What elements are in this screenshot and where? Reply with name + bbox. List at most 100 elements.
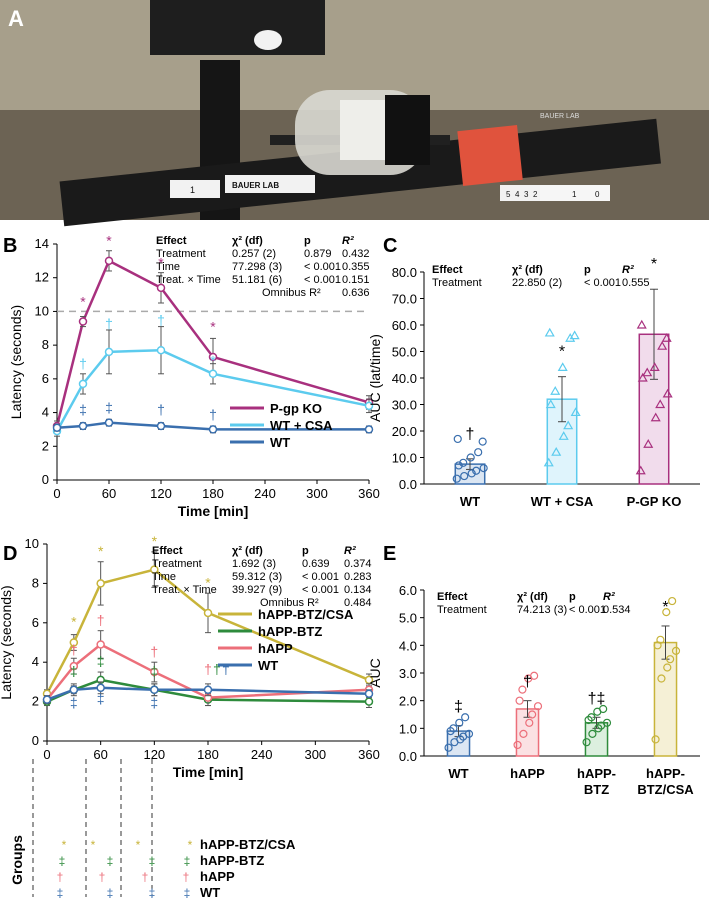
groups-symbol-happ-btz: ‡: [107, 854, 114, 868]
stats-omnibus-value: 0.636: [342, 287, 370, 299]
data-point-wt: [52, 423, 62, 432]
stats-header-1: χ² (df): [517, 591, 548, 603]
data-point-wt: [459, 458, 468, 467]
y-tick-label: 2: [42, 438, 49, 453]
groups-symbol-wt: ‡: [149, 886, 156, 900]
x-tick-label: 120: [143, 747, 165, 762]
groups-symbol-happ: †: [57, 870, 64, 884]
significance-marker: *: [80, 293, 86, 309]
data-point-wt: [156, 421, 166, 431]
data-point-wt-csa: [558, 431, 569, 440]
groups-symbol-happ-btz-csa: *: [62, 838, 67, 852]
chart-b-latency-line: 0 2 4 6 8 10 12 14 0 60 120 180 240 300 360 Time [min] L…: [8, 233, 380, 519]
chart-e-auc-bar: 0.01.02.03.04.05.06.0AUC‡WT†hAPP†‡hAPP-B…: [367, 583, 700, 797]
significance-marker: ‡: [70, 663, 78, 679]
y-tick-label: 2: [32, 694, 39, 709]
significance-marker: ‡: [105, 400, 113, 416]
significance-marker: †: [222, 661, 230, 677]
stats-cell: 51.181 (6): [232, 274, 282, 286]
data-point-wt: [478, 437, 487, 446]
groups-symbol-wt: ‡: [57, 886, 64, 900]
significance-marker: †: [157, 401, 165, 417]
data-point-wt-csa: [104, 347, 114, 357]
stats-cell: < 0.001: [304, 274, 341, 286]
lamp-knob: [254, 30, 282, 50]
y-axis-label: Latency (seconds): [8, 305, 24, 419]
data-point-p-gp-ko: [642, 367, 653, 377]
y-tick-label: 0: [42, 472, 49, 487]
y-tick-label: 20.0: [392, 424, 417, 439]
x-tick-label: 360: [358, 486, 380, 501]
x-tick-label: 300: [304, 747, 326, 762]
stats-header-0: Effect: [152, 545, 183, 557]
x-tick-label: 180: [197, 747, 219, 762]
legend-label-wt: WT: [258, 658, 278, 673]
data-point-happ: [533, 702, 543, 711]
data-point-wt-csa: [208, 369, 218, 379]
y-tick-label: 2.0: [399, 694, 417, 709]
stats-header-0: Effect: [437, 591, 468, 603]
data-point-wt: [364, 425, 374, 434]
photo-num-1: 1: [572, 190, 577, 199]
x-tick-label: 240: [254, 486, 276, 501]
data-point-happ: [150, 667, 159, 677]
significance-marker: ‡: [97, 691, 105, 707]
category-label-happ-btz-csa: BTZ/CSA: [637, 782, 694, 797]
stats-cell: 74.213 (3): [517, 604, 567, 616]
data-point-happ-btz: [364, 697, 374, 706]
groups-symbol-happ: †: [99, 870, 106, 884]
data-point-p-gp-ko: [208, 352, 218, 362]
y-tick-label: 4.0: [399, 638, 417, 653]
stats-header-3: R²: [344, 545, 356, 557]
panel-letter-a: A: [8, 6, 24, 31]
stats-cell: Treatment: [152, 558, 202, 570]
data-point-happ: [513, 740, 522, 750]
stats-header-1: χ² (df): [512, 264, 543, 276]
data-point-happ-btz-csa: [203, 608, 213, 618]
data-point-happ-btz-csa: [657, 674, 666, 683]
groups-label-happ-btz: hAPP-BTZ: [200, 853, 264, 868]
data-point-wt-csa: [557, 362, 568, 371]
photo-num-5: 5: [506, 190, 511, 199]
stats-header-3: R²: [342, 235, 354, 247]
significance-marker: †: [79, 356, 87, 372]
data-point-happ-btz: [599, 704, 608, 714]
stats-cell: 77.298 (3): [232, 261, 282, 273]
stats-header-1: χ² (df): [232, 545, 263, 557]
y-tick-label: 70.0: [392, 292, 417, 307]
series-line-happ-btz-csa: [45, 568, 370, 695]
significance-marker: *: [98, 543, 104, 559]
photo-num-2: 2: [533, 190, 538, 199]
data-point-happ-btz-csa: [656, 635, 665, 644]
photo-tag-back: BAUER LAB: [540, 113, 580, 120]
groups-title: Groups: [9, 835, 25, 885]
data-point-p-gp-ko: [636, 319, 647, 329]
significance-marker: *: [106, 233, 112, 249]
x-tick-label: 60: [102, 486, 116, 501]
stats-header-2: p: [569, 591, 576, 603]
data-point-wt-csa: [78, 379, 88, 389]
groups-symbol-happ: †: [183, 870, 190, 884]
data-point-wt: [42, 695, 52, 704]
stats-cell: < 0.001: [569, 604, 606, 616]
data-point-p-gp-ko: [649, 362, 660, 371]
data-point-wt: [104, 418, 114, 427]
category-label-happ-btz: BTZ: [584, 782, 609, 797]
significance-marker: ‡: [79, 401, 87, 417]
stats-cell: 1.692 (3): [232, 558, 276, 570]
data-point-wt-csa: [570, 407, 581, 417]
significance-marker: ‡: [70, 695, 78, 711]
significance-marker: ‡: [454, 699, 463, 716]
stats-cell: Treatment: [437, 604, 487, 616]
data-point-wt: [466, 453, 475, 462]
stats-cell: 0.534: [603, 604, 631, 616]
groups-table: Groups * * * * hAPP-BTZ/CSA ‡ ‡ ‡ ‡ hAPP-BTZ † † † † hA…: [9, 759, 296, 900]
groups-symbol-happ: †: [142, 870, 149, 884]
stats-cell: Time: [152, 571, 176, 583]
data-point-happ-btz: [588, 729, 597, 738]
data-point-happ: [518, 685, 527, 694]
panel-letter-b: B: [3, 235, 17, 257]
category-label-happ-btz-csa: hAPP-: [646, 766, 685, 781]
data-point-happ: [96, 640, 105, 649]
data-point-wt-csa: [543, 457, 554, 467]
